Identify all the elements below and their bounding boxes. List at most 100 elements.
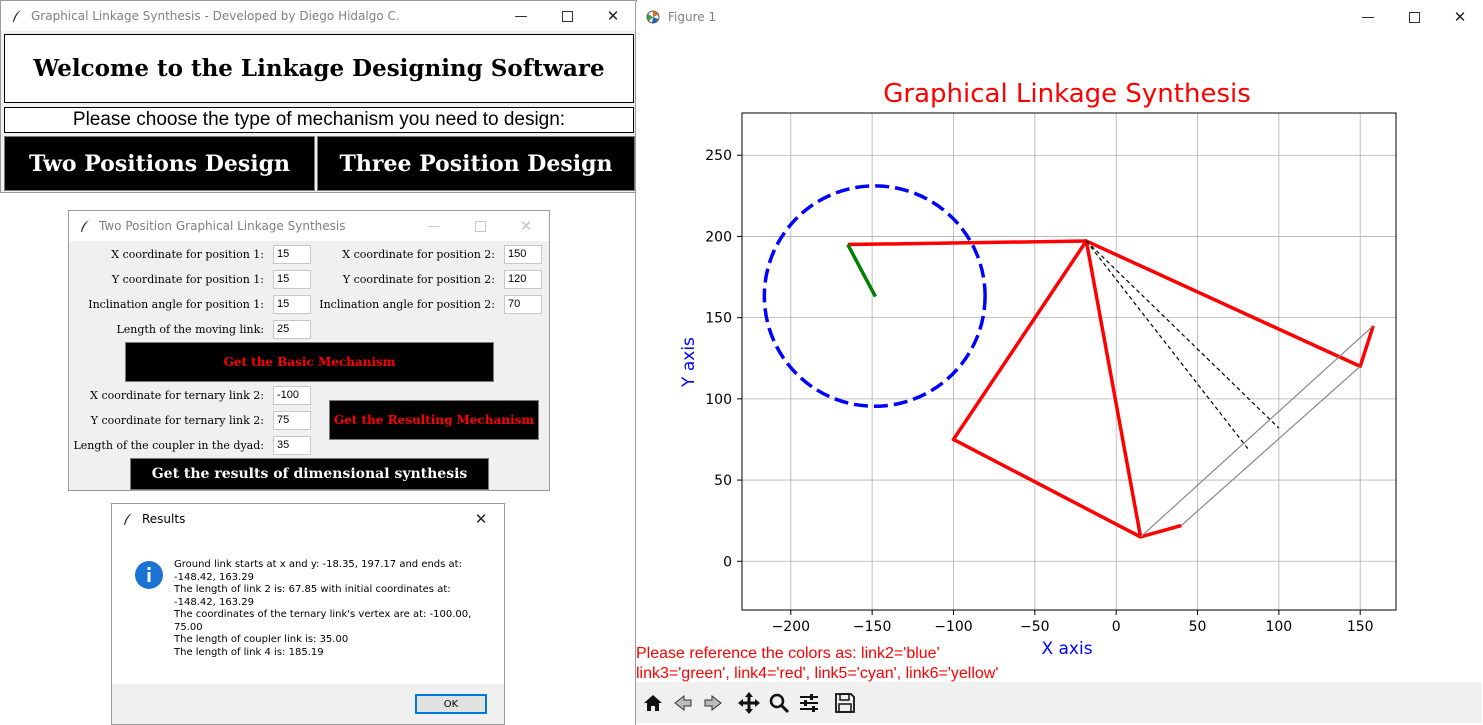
results-line: 75.00 [174,621,203,633]
x2-label: X coordinate for position 2: [342,248,495,261]
linkage-series-line [1140,325,1374,538]
maximize-icon [561,10,573,22]
welcome-heading: Welcome to the Linkage Designing Softwar… [33,55,605,82]
y-tick-label: 250 [705,148,732,164]
info-icon [135,561,163,589]
home-button[interactable] [638,688,668,718]
x1-input[interactable]: 15 [273,245,311,264]
coupler-length-label: Length of the coupler in the dyad: [73,439,264,452]
two-positions-design-button[interactable]: Two Positions Design [4,136,315,191]
linkage-series-line [846,243,877,298]
y1-input[interactable]: 15 [273,270,311,289]
results-window: Results ✕ Ground link starts at x and y:… [111,503,505,725]
minimize-icon: — [427,218,441,234]
results-text: Ground link starts at x and y: -18.35, 1… [174,559,494,659]
figure-titlebar: Figure 1 — ✕ [636,2,1483,32]
minimize-button[interactable]: — [1345,2,1391,32]
y-tick-label: 100 [705,392,732,408]
y-tick-label: 50 [714,473,732,489]
results-line: The length of link 2 is: 67.85 with init… [174,584,451,595]
feather-icon [124,513,132,525]
results-line: The length of link 4 is: 185.19 [174,646,324,658]
linkage-chart[interactable]: Graphical Linkage Synthesis −200 −150 −100… [636,32,1482,682]
linkage-series-line [1180,365,1361,526]
get-resulting-mechanism-label: Get the Resulting Mechanism [333,413,535,427]
results-line: -148.42, 163.29 [174,571,254,583]
move-arrows-icon [738,691,760,714]
save-floppy-icon [835,692,855,713]
maximize-button[interactable] [457,211,503,241]
get-basic-mechanism-button[interactable]: Get the Basic Mechanism [125,342,494,382]
forward-arrow-icon [704,694,722,711]
back-button[interactable] [668,688,698,718]
ok-button[interactable]: OK [415,694,487,714]
main-window-titlebar: Graphical Linkage Synthesis - Developed … [1,1,636,31]
minimize-button[interactable]: — [498,1,544,31]
forward-button[interactable] [698,688,728,718]
close-icon: ✕ [474,510,488,528]
results-line: The length of coupler link is: 35.00 [174,634,349,645]
minimize-icon: — [514,8,528,24]
configure-subplots-button[interactable] [794,688,824,718]
ternary-y-input[interactable]: 75 [273,411,311,430]
close-button[interactable]: ✕ [1437,2,1483,32]
zoom-button[interactable] [764,688,794,718]
moving-link-input[interactable]: 25 [273,320,311,339]
close-icon: ✕ [606,7,620,25]
maximize-button[interactable] [544,1,590,31]
figure-window: Figure 1 — ✕ Graphical Linkage Synthesis… [635,2,1483,725]
close-button[interactable]: ✕ [503,211,549,241]
linkage-series-line [1085,240,1280,429]
back-arrow-icon [674,694,692,711]
plot-frame [741,112,1397,611]
maximize-button[interactable] [1391,2,1437,32]
ternary-x-input[interactable]: -100 [273,386,311,405]
main-window-title: Graphical Linkage Synthesis - Developed … [31,9,400,23]
feather-icon [81,220,89,232]
x-tick-label: −200 [772,619,810,635]
coupler-length-input[interactable]: 35 [273,436,311,455]
navigation-toolbar [636,682,1482,723]
results-line: -148.42, 163.29 [174,596,254,608]
three-position-design-button[interactable]: Three Position Design [317,136,635,191]
angle2-input[interactable]: 70 [504,295,542,314]
chart-marks [762,184,1375,539]
feather-icon [13,10,21,22]
get-results-button[interactable]: Get the results of dimensional synthesis [130,458,489,490]
color-reference-note: Please reference the colors as: link2='b… [636,644,998,684]
angle1-input[interactable]: 15 [273,295,311,314]
results-line: The coordinates of the ternary link's ve… [174,609,472,620]
x-tick-label: −50 [1020,619,1050,635]
angle1-label: Inclination angle for position 1: [88,298,264,311]
two-position-window: Two Position Graphical Linkage Synthesis… [68,210,550,491]
close-button[interactable]: ✕ [458,504,504,534]
maximize-icon [474,220,486,232]
minimize-button[interactable]: — [411,211,457,241]
chart-ticks: −200 −150 −100 −50 0 50 100 150 0 50 100 150 200 250 [705,148,1373,635]
two-position-title: Two Position Graphical Linkage Synthesis [99,219,346,233]
x-tick-label: −150 [853,619,891,635]
ternary-y-label: Y coordinate for ternary link 2: [90,414,264,427]
two-positions-design-label: Two Positions Design [28,150,291,177]
x-tick-label: 150 [1347,619,1374,635]
x-tick-label: 50 [1189,619,1207,635]
results-title: Results [142,512,186,526]
y2-input[interactable]: 120 [504,270,542,289]
close-button[interactable]: ✕ [590,1,636,31]
chart-grid [742,113,1396,610]
results-line: Ground link starts at x and y: -18.35, 1… [174,559,462,570]
welcome-heading-box: Welcome to the Linkage Designing Softwar… [4,34,634,103]
x-tick-label: −100 [934,619,972,635]
chart-title: Graphical Linkage Synthesis [883,79,1251,109]
minimize-icon: — [1361,9,1375,25]
get-results-label: Get the results of dimensional synthesis [151,466,468,482]
pan-button[interactable] [734,688,764,718]
y1-label: Y coordinate for position 1: [111,273,264,286]
figure-title: Figure 1 [668,10,717,24]
save-figure-button[interactable] [830,688,860,718]
ternary-x-label: X coordinate for ternary link 2: [90,389,264,402]
get-resulting-mechanism-button[interactable]: Get the Resulting Mechanism [329,400,539,440]
x2-input[interactable]: 150 [504,245,542,264]
angle2-label: Inclination angle for position 2: [319,298,495,311]
close-icon: ✕ [519,217,533,235]
